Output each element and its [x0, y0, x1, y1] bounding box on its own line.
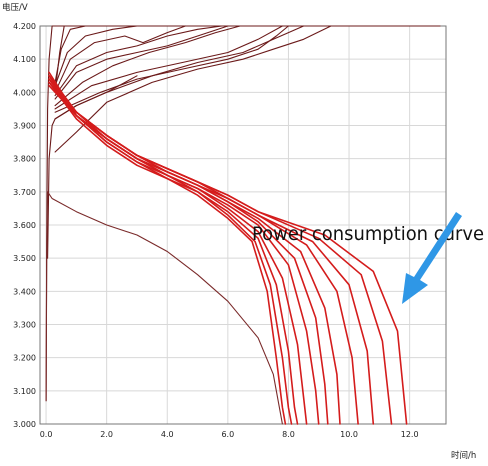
- y-tick-label: 3.400: [13, 287, 36, 296]
- outlier-curve-25: [45, 191, 283, 425]
- y-tick-label: 4.200: [13, 22, 36, 31]
- x-axis-label: 时间/h: [451, 450, 476, 461]
- y-tick-label: 3.300: [13, 321, 36, 330]
- charge-curve-4: [54, 25, 138, 87]
- charge-curve-3: [54, 25, 441, 83]
- charge-curve-12: [54, 25, 332, 153]
- charge-curve-10: [54, 25, 289, 113]
- tick-labels: 0.0 2.0 4.0 6.0 8.0 10.0 12.0 3.000 3.100 3.200 3.…: [13, 22, 418, 439]
- discharge-curve-14: [48, 81, 287, 425]
- charge-curve-7: [54, 25, 229, 100]
- x-tick-label: 2.0: [100, 430, 113, 439]
- charge-curve-5: [54, 25, 186, 93]
- x-tick-label: 10.0: [340, 430, 358, 439]
- y-tick-label: 4.000: [13, 88, 36, 97]
- annotation-label: Power consumption curve: [252, 223, 484, 245]
- y-tick-label: 3.200: [13, 354, 36, 363]
- discharge-curve-16: [48, 78, 299, 425]
- discharge-curve-24: [48, 78, 408, 425]
- y-tick-label: 3.800: [13, 155, 36, 164]
- charge-curve-13: [47, 75, 138, 259]
- x-tick-label: 12.0: [401, 430, 419, 439]
- y-tick-label: 3.100: [13, 387, 36, 396]
- x-tick-label: 4.0: [161, 430, 174, 439]
- charge-curve-9: [54, 25, 283, 110]
- y-tick-label: 3.900: [13, 122, 36, 131]
- data-series: [45, 25, 441, 425]
- x-tick-label: 0.0: [40, 430, 53, 439]
- y-axis-label: 电压/V: [2, 2, 28, 13]
- x-tick-label: 8.0: [282, 430, 295, 439]
- charge-curve-8: [54, 25, 241, 107]
- x-tick-label: 6.0: [221, 430, 234, 439]
- annotation-group: Power consumption curve: [252, 212, 484, 304]
- y-tick-label: 4.100: [13, 55, 36, 64]
- charge-curve-6: [54, 25, 223, 97]
- y-tick-label: 3.600: [13, 221, 36, 230]
- y-tick-label: 3.700: [13, 188, 36, 197]
- y-tick-label: 3.500: [13, 254, 36, 263]
- arrow-icon: [402, 212, 462, 304]
- y-tick-label: 3.000: [13, 420, 36, 429]
- discharge-curve-20: [48, 75, 341, 425]
